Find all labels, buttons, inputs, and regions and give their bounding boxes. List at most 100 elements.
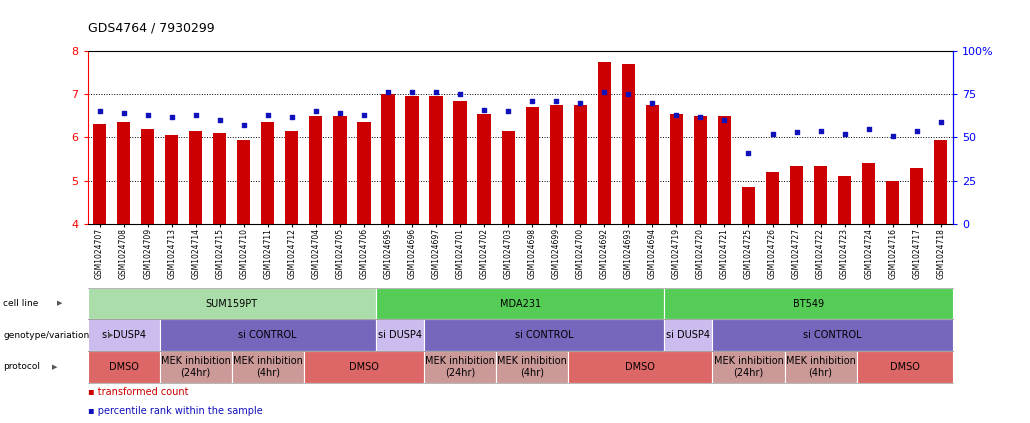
Text: MEK inhibition
(24hr): MEK inhibition (24hr) <box>714 356 784 378</box>
Point <box>644 99 660 106</box>
Text: DMSO: DMSO <box>108 362 139 372</box>
Text: MEK inhibition
(4hr): MEK inhibition (4hr) <box>233 356 303 378</box>
Point <box>427 89 444 96</box>
Bar <box>453 101 467 224</box>
Point <box>139 112 156 118</box>
Text: si CONTROL: si CONTROL <box>239 330 297 340</box>
Bar <box>285 131 299 224</box>
Text: si DUSP4: si DUSP4 <box>102 330 145 340</box>
Bar <box>574 105 587 224</box>
Point <box>332 110 348 117</box>
Point <box>380 89 397 96</box>
Point <box>187 112 204 118</box>
Point <box>92 108 108 115</box>
Text: ▶: ▶ <box>108 332 113 338</box>
Bar <box>478 114 490 224</box>
Point <box>572 99 588 106</box>
Point <box>764 131 781 137</box>
Bar <box>597 62 611 224</box>
Bar <box>766 172 779 224</box>
Bar <box>838 176 851 224</box>
Bar <box>213 133 227 224</box>
Text: ▪ transformed count: ▪ transformed count <box>88 387 188 397</box>
Point <box>836 131 853 137</box>
Text: ▶: ▶ <box>57 300 63 307</box>
Point <box>404 89 420 96</box>
Point <box>164 113 180 120</box>
Bar <box>381 94 394 224</box>
Bar <box>550 105 562 224</box>
Point <box>500 108 516 115</box>
Point <box>788 129 804 136</box>
Text: MEK inhibition
(24hr): MEK inhibition (24hr) <box>425 356 495 378</box>
Bar <box>262 122 274 224</box>
Point <box>236 122 252 129</box>
Point <box>355 112 372 118</box>
Point <box>741 150 757 157</box>
Bar <box>237 140 250 224</box>
Bar <box>911 168 923 224</box>
Point <box>908 127 925 134</box>
Text: MEK inhibition
(24hr): MEK inhibition (24hr) <box>161 356 231 378</box>
Point <box>115 110 132 117</box>
Bar <box>357 122 371 224</box>
Bar <box>790 166 803 224</box>
Bar <box>694 116 707 224</box>
Bar <box>190 131 202 224</box>
Text: si CONTROL: si CONTROL <box>803 330 862 340</box>
Point <box>308 108 324 115</box>
Point <box>668 112 685 118</box>
Text: BT549: BT549 <box>793 299 824 308</box>
Bar <box>93 124 106 224</box>
Text: si CONTROL: si CONTROL <box>515 330 574 340</box>
Bar <box>334 116 346 224</box>
Bar <box>165 135 178 224</box>
Text: DMSO: DMSO <box>890 362 920 372</box>
Text: genotype/variation: genotype/variation <box>3 331 90 340</box>
Point <box>211 117 228 124</box>
Text: GDS4764 / 7930299: GDS4764 / 7930299 <box>88 21 214 34</box>
Point <box>596 89 613 96</box>
Bar <box>525 107 539 224</box>
Bar <box>742 187 755 224</box>
Bar <box>141 129 154 224</box>
Bar <box>117 122 130 224</box>
Bar <box>502 131 515 224</box>
Point <box>716 117 732 124</box>
Point <box>860 125 877 132</box>
Text: MEK inhibition
(4hr): MEK inhibition (4hr) <box>786 356 856 378</box>
Bar <box>886 181 899 224</box>
Bar <box>862 164 876 224</box>
Text: DMSO: DMSO <box>625 362 655 372</box>
Bar <box>814 166 827 224</box>
Point <box>260 112 276 118</box>
Point <box>476 106 492 113</box>
Text: MEK inhibition
(4hr): MEK inhibition (4hr) <box>497 356 568 378</box>
Text: SUM159PT: SUM159PT <box>206 299 258 308</box>
Text: si DUSP4: si DUSP4 <box>666 330 711 340</box>
Bar <box>430 96 443 224</box>
Text: DMSO: DMSO <box>349 362 379 372</box>
Bar <box>406 96 418 224</box>
Bar <box>646 105 659 224</box>
Text: protocol: protocol <box>3 363 40 371</box>
Point <box>692 113 709 120</box>
Bar <box>309 116 322 224</box>
Bar <box>934 140 948 224</box>
Point <box>813 127 829 134</box>
Point <box>548 98 564 104</box>
Point <box>885 132 901 139</box>
Point <box>524 98 541 104</box>
Bar <box>670 114 683 224</box>
Point <box>932 118 949 125</box>
Point <box>283 113 300 120</box>
Text: si DUSP4: si DUSP4 <box>378 330 422 340</box>
Point <box>452 91 469 98</box>
Text: cell line: cell line <box>3 299 38 308</box>
Text: ▪ percentile rank within the sample: ▪ percentile rank within the sample <box>88 406 263 416</box>
Bar <box>622 64 634 224</box>
Text: MDA231: MDA231 <box>500 299 541 308</box>
Bar <box>718 116 731 224</box>
Text: ▶: ▶ <box>52 364 57 370</box>
Point <box>620 91 637 98</box>
